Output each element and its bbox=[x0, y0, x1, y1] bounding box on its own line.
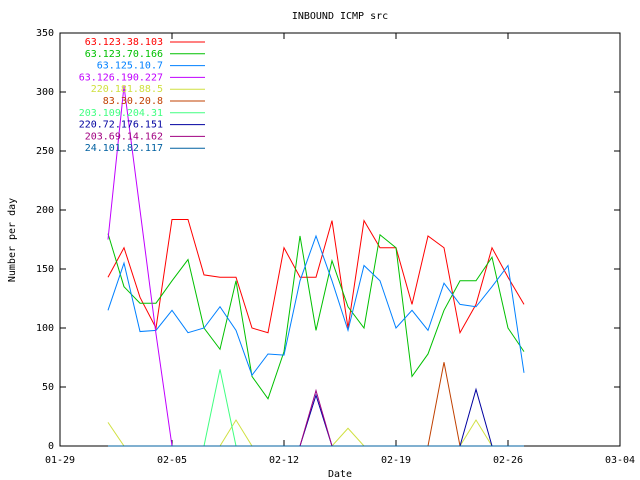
series-line bbox=[107, 218, 525, 335]
y-tick-label: 350 bbox=[36, 28, 54, 39]
legend-label: 203.109.204.31 bbox=[79, 108, 163, 119]
y-tick-label: 150 bbox=[36, 264, 54, 275]
y-tick-label: 100 bbox=[36, 323, 54, 334]
x-tick-label: 02-26 bbox=[493, 455, 523, 466]
y-axis-label: Number per day bbox=[7, 198, 18, 282]
y-tick-label: 300 bbox=[36, 87, 54, 98]
legend-label: 83.30.20.8 bbox=[103, 96, 163, 107]
x-tick-label: 01-29 bbox=[45, 455, 75, 466]
legend-label: 63.123.70.166 bbox=[85, 49, 163, 60]
chart-title: INBOUND ICMP src bbox=[292, 11, 388, 22]
legend-label: 220.181.88.5 bbox=[91, 84, 163, 95]
y-tick-label: 50 bbox=[42, 382, 54, 393]
legend-label: 63.123.38.103 bbox=[85, 37, 163, 48]
x-tick-label: 02-12 bbox=[269, 455, 299, 466]
series-line bbox=[107, 234, 525, 377]
x-axis-label: Date bbox=[328, 469, 352, 480]
legend-label: 220.72.176.151 bbox=[79, 120, 163, 131]
series-line bbox=[107, 233, 525, 400]
x-tick-label: 02-19 bbox=[381, 455, 411, 466]
y-tick-label: 0 bbox=[48, 441, 54, 452]
legend-label: 63.126.190.227 bbox=[79, 72, 163, 83]
x-tick-label: 03-04 bbox=[605, 455, 635, 466]
legend-label: 63.125.10.7 bbox=[97, 61, 163, 72]
legend-label: 203.69.14.162 bbox=[85, 131, 163, 142]
y-tick-label: 250 bbox=[36, 146, 54, 157]
x-tick-label: 02-05 bbox=[157, 455, 187, 466]
y-tick-label: 200 bbox=[36, 205, 54, 216]
legend-label: 24.101.82.117 bbox=[85, 143, 163, 154]
